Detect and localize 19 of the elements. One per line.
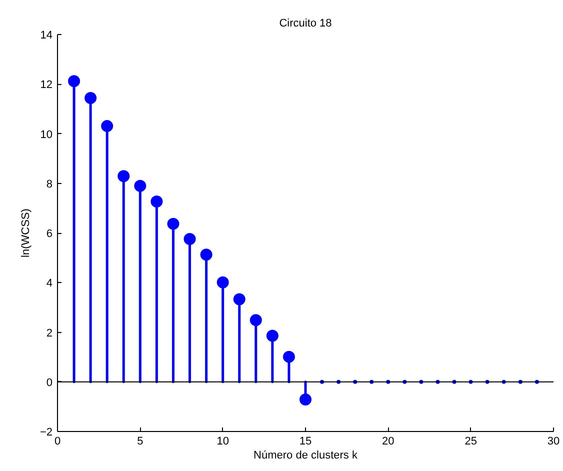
y-tick-label: 14 (40, 30, 53, 42)
y-tick-label: −2 (40, 426, 53, 438)
y-axis-title: ln(WCSS) (20, 208, 32, 258)
y-tick-label: 4 (46, 278, 53, 290)
x-tick-label: 25 (464, 436, 477, 448)
x-tick-label: 5 (137, 436, 144, 448)
x-tick-label: 0 (54, 436, 61, 448)
x-tick-label: 30 (547, 436, 560, 448)
y-tick-label: 2 (46, 327, 53, 340)
y-tick-label: 10 (40, 128, 53, 141)
y-tick-label: 12 (40, 79, 53, 92)
x-tick-label: 15 (299, 436, 312, 448)
y-tick-label: 6 (46, 228, 53, 240)
y-tick-label: 0 (46, 376, 53, 389)
x-tick-label: 20 (382, 436, 394, 448)
chart-title: Circuito 18 (279, 18, 332, 30)
x-axis-title: Número de clusters k (254, 450, 358, 462)
x-tick-label: 10 (216, 436, 229, 448)
y-tick-label: 8 (46, 178, 53, 190)
